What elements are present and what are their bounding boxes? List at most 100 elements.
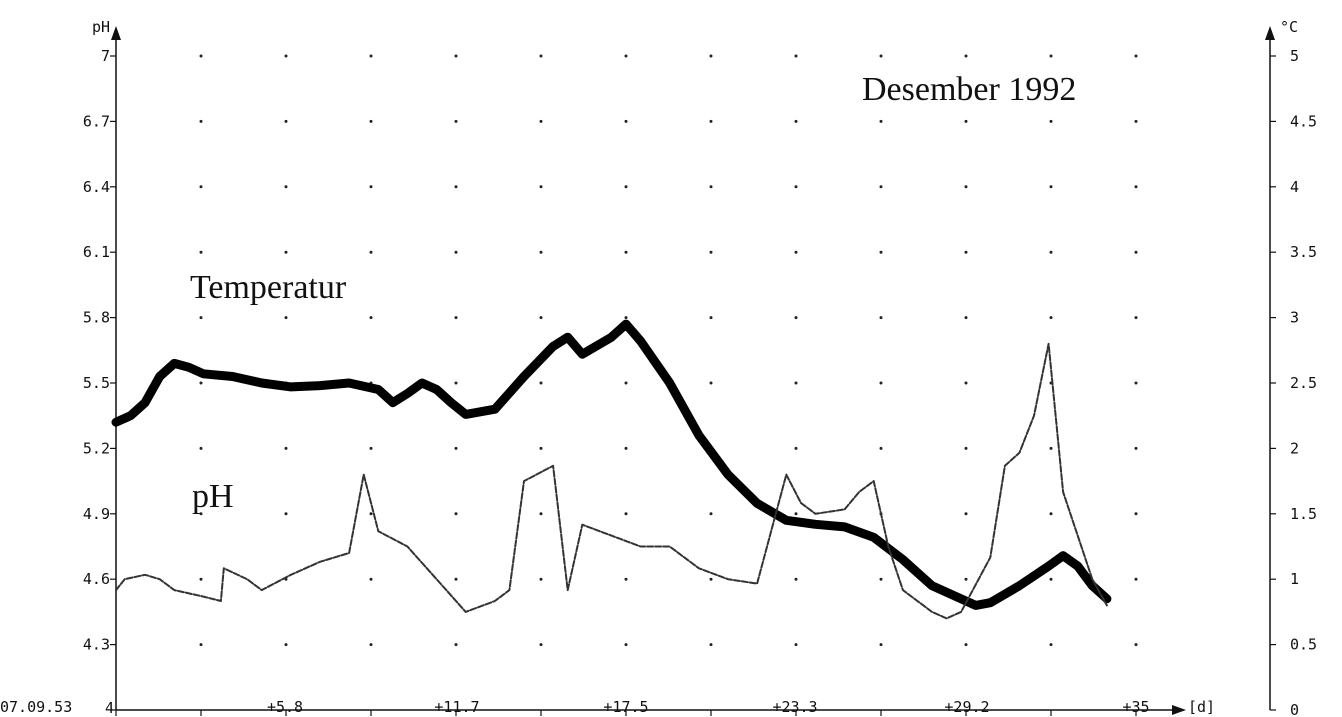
left-axis-tick-label: 4.6 [83,570,110,588]
left-axis-tick-label: 4.9 [83,505,110,523]
left-axis-tick-label: 5.8 [83,309,110,327]
grid-dot [709,577,713,581]
right-axis-tick-label: 2 [1290,439,1299,457]
grid-dot [624,446,628,450]
grid-dot [539,54,543,58]
grid-dot [1049,54,1053,58]
grid-dot [199,577,203,581]
grid-dot [539,512,543,516]
grid-dot [794,643,798,647]
tick-marks [110,55,1276,716]
right-axis-tick-label: 0.5 [1290,636,1317,654]
grid-dot [199,446,203,450]
right-axis-tick-label: 0 [1290,701,1299,717]
grid-dot [539,643,543,647]
axes [111,26,1275,715]
grid-dot [1134,119,1138,123]
tick-labels: 4 4.3 4.6 4.9 5.2 5.5 5.8 6.1 6.4 6.7 7 0 0.5 1 1.5 2 2.… [83,47,1317,717]
temperatur-annotation: Temperatur [190,269,347,306]
grid-dot [879,250,883,254]
grid-dot [624,250,628,254]
grid-dot [794,446,798,450]
grid-dot [454,643,458,647]
grid-dot [1134,512,1138,516]
grid-dot [454,185,458,189]
grid-dot [964,185,968,189]
grid-dot [369,316,373,320]
grid-dot [879,381,883,385]
grid-dot [709,381,713,385]
grid-dot [964,381,968,385]
grid-dot [709,250,713,254]
x-axis-tick-label: +29.2 [944,698,989,716]
grid-dot [369,446,373,450]
left-axis-tick-label: 6.7 [83,112,110,130]
grid-dot [879,577,883,581]
grid-dot [199,119,203,123]
grid-dot [284,250,288,254]
grid-dots [199,54,1138,647]
grid-dot [879,446,883,450]
grid-dot [964,512,968,516]
grid-dot [539,577,543,581]
grid-dot [1049,512,1053,516]
grid-dot [199,643,203,647]
right-axis-arrow [1265,26,1275,40]
series-temperatur [111,319,1112,610]
grid-dot [454,381,458,385]
grid-dot [1134,381,1138,385]
grid-dot [539,250,543,254]
grid-dot [539,185,543,189]
left-axis-tick-label: 7 [101,47,110,65]
grid-dot [879,185,883,189]
grid-dot [1134,643,1138,647]
grid-dot [794,185,798,189]
grid-dot [879,54,883,58]
grid-dot [454,577,458,581]
left-axis-tick-label: 5.2 [83,439,110,457]
grid-dot [284,316,288,320]
right-axis-tick-label: 3.5 [1290,243,1317,261]
grid-dot [1134,250,1138,254]
grid-dot [369,577,373,581]
grid-dot [1134,54,1138,58]
grid-dot [1134,446,1138,450]
left-axis-arrow [111,26,121,40]
grid-dot [1049,577,1053,581]
grid-dot [624,119,628,123]
x-axis-arrow [1172,705,1186,715]
x-axis-tick-label: +35 [1122,698,1149,716]
grid-dot [1049,446,1053,450]
right-axis-tick-label: 1.5 [1290,505,1317,523]
left-axis-tick-label: 4 [105,699,114,717]
grid-dot [1049,250,1053,254]
grid-dot [284,512,288,516]
grid-dot [964,316,968,320]
grid-dot [539,316,543,320]
grid-dot [794,512,798,516]
grid-dot [624,54,628,58]
grid-dot [624,512,628,516]
grid-dot [454,446,458,450]
grid-dot [794,119,798,123]
grid-dot [199,316,203,320]
x-axis-start-label: 07.09.53 [0,698,72,716]
grid-dot [879,119,883,123]
grid-dot [794,316,798,320]
left-axis-tick-label: 6.1 [83,243,110,261]
grid-dot [284,54,288,58]
grid-dot [964,643,968,647]
grid-dot [199,54,203,58]
grid-dot [794,54,798,58]
grid-dot [284,446,288,450]
grid-dot [964,446,968,450]
grid-dot [539,446,543,450]
grid-dot [284,185,288,189]
grid-dot [199,185,203,189]
ph-annotation: pH [192,478,234,515]
grid-dot [539,119,543,123]
grid-dot [1049,643,1053,647]
left-axis-label: pH [92,18,110,36]
grid-dot [709,54,713,58]
right-axis-tick-label: 4 [1290,178,1299,196]
